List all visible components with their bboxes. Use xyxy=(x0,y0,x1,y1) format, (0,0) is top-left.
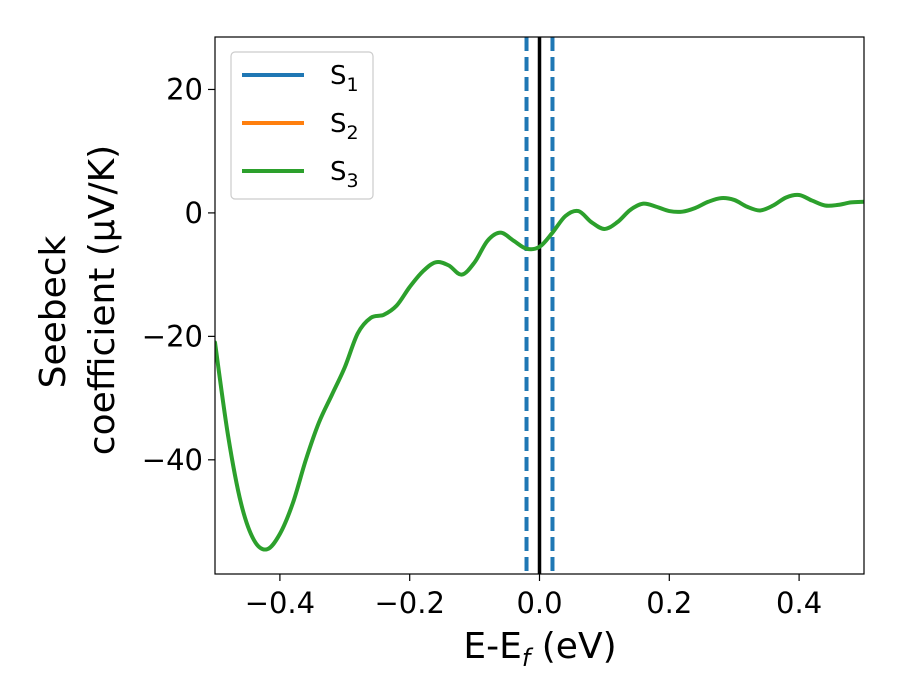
x-axis-title: E-Ef (eV) xyxy=(463,626,616,672)
x-tick-label: −0.4 xyxy=(245,586,315,620)
legend-label-s3: S3 xyxy=(330,157,359,192)
legend-label-s1: S1 xyxy=(330,61,359,96)
y-axis-title-line1: Seebeck xyxy=(33,235,74,388)
x-tick-label: 0.0 xyxy=(516,586,562,620)
y-axis-title-line2: coefficient (μV/K) xyxy=(82,145,123,455)
x-tick-label: 0.2 xyxy=(646,586,692,620)
legend: S1 S2 S3 xyxy=(230,51,374,200)
legend-label-s2: S2 xyxy=(330,109,359,144)
x-tick-label: 0.4 xyxy=(776,586,822,620)
y-tick-label: −20 xyxy=(142,319,203,353)
legend-frame xyxy=(230,51,374,200)
y-tick-label: 20 xyxy=(166,72,203,106)
y-tick-label: 0 xyxy=(185,196,203,230)
series-line-s3 xyxy=(215,192,864,552)
x-tick-label: −0.2 xyxy=(374,586,444,620)
y-tick-label: −40 xyxy=(142,443,203,477)
